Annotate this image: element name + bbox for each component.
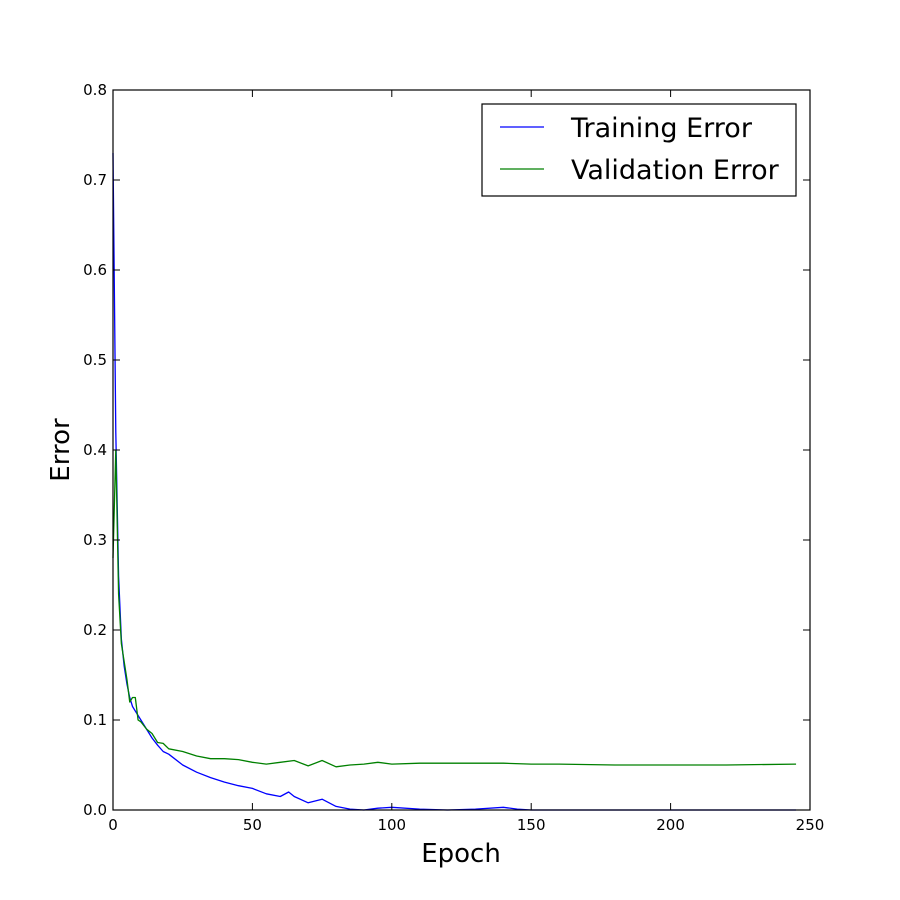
x-tick-label: 50 <box>243 816 262 834</box>
y-tick-label: 0.8 <box>83 81 107 99</box>
series-layer <box>112 152 797 811</box>
plot-frame <box>112 89 811 811</box>
y-tick-label: 0.0 <box>83 801 107 819</box>
legend: Training Error Validation Error <box>481 103 797 197</box>
y-tick-label: 0.6 <box>83 261 107 279</box>
y-tick-label: 0.2 <box>83 621 107 639</box>
x-tick-label: 250 <box>796 816 825 834</box>
y-tick-label: 0.3 <box>83 531 107 549</box>
x-tick-label: 0 <box>108 816 118 834</box>
x-tick-label: 200 <box>656 816 685 834</box>
tick-layer: 0 50 100 150 200 250 0.0 0.1 0.2 0.3 0.4 0.5 0.6 0.7 0… <box>83 81 824 834</box>
y-tick-label: 0.1 <box>83 711 107 729</box>
x-axis-label: Epoch <box>421 839 501 869</box>
y-tick-label: 0.7 <box>83 171 107 189</box>
legend-box <box>481 103 797 197</box>
legend-label-validation: Validation Error <box>571 155 780 186</box>
legend-label-training: Training Error <box>570 113 753 144</box>
x-tick-label: 100 <box>377 816 406 834</box>
x-tick-label: 150 <box>517 816 546 834</box>
series-line-validation <box>112 449 797 768</box>
series-line-training <box>112 152 797 811</box>
y-axis-label: Error <box>46 418 76 482</box>
y-tick-label: 0.5 <box>83 351 107 369</box>
y-tick-label: 0.4 <box>83 441 107 459</box>
